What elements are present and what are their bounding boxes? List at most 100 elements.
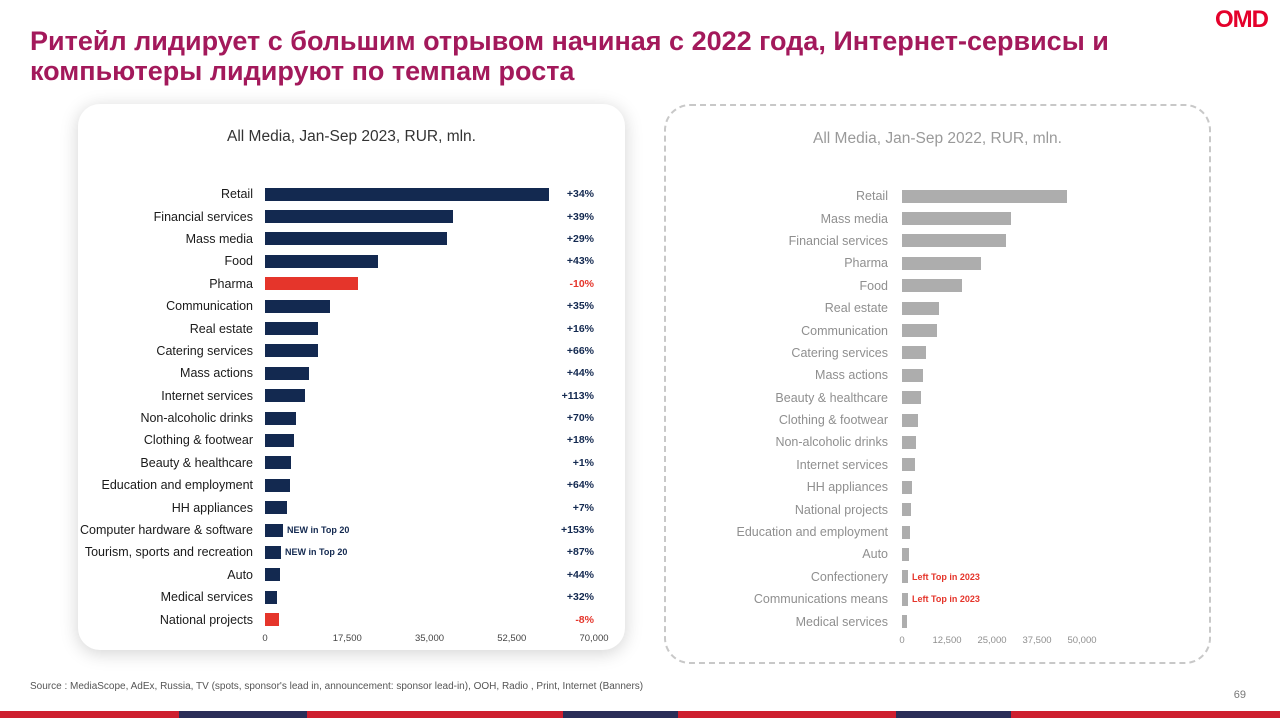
chart-row: Mass media	[666, 207, 1209, 229]
bar-track: Left Top in 2023	[902, 592, 1082, 606]
growth-label: +1%	[572, 456, 594, 469]
bar	[902, 324, 937, 338]
category-label: Non-alcoholic drinks	[775, 435, 888, 450]
x-axis: 0 12,500 25,000 37,500 50,000	[899, 635, 1096, 647]
stripe-segment	[678, 711, 896, 718]
category-label: Retail	[856, 189, 888, 204]
chart-row: Catering services	[666, 342, 1209, 364]
omd-logo: OMD	[1215, 6, 1269, 33]
category-label: Education and employment	[101, 478, 253, 493]
chart-panel-2023: All Media, Jan-Sep 2023, RUR, mln. Retai…	[78, 104, 625, 650]
category-label: Real estate	[824, 301, 888, 316]
bar-track	[265, 389, 594, 403]
chart-rows: Retail +34% Financial services +39% Mass med…	[78, 183, 625, 631]
growth-label: +39%	[566, 210, 594, 223]
growth-label: +44%	[566, 568, 594, 581]
x-tick-label: 35,000	[414, 633, 445, 644]
bar-track: Left Top in 2023	[902, 570, 1082, 584]
chart-row: Communication +35%	[78, 295, 625, 317]
bar	[265, 254, 378, 268]
category-label: Catering services	[791, 345, 888, 360]
category-label: Pharma	[844, 256, 888, 271]
category-label: HH appliances	[171, 500, 253, 515]
bar	[265, 344, 318, 358]
bar-track	[902, 301, 1082, 315]
bar-annotation: Left Top in 2023	[912, 571, 980, 582]
category-label: Medical services	[160, 590, 253, 605]
chart-row: HH appliances	[666, 476, 1209, 498]
growth-label: +18%	[566, 434, 594, 447]
chart-row: Beauty & healthcare	[666, 387, 1209, 409]
category-label: Beauty & healthcare	[775, 390, 888, 405]
x-tick-label: 12,500	[932, 635, 962, 646]
chart-row: Tourism, sports and recreation NEW in Top…	[78, 541, 625, 563]
bar-track	[902, 368, 1082, 382]
bar	[265, 322, 318, 336]
bar	[265, 232, 447, 246]
bar-track	[902, 346, 1082, 360]
chart-row: National projects	[666, 498, 1209, 520]
chart-row: Medical services	[666, 610, 1209, 632]
category-label: National projects	[159, 612, 253, 627]
bar-track	[902, 234, 1082, 248]
slide-title: Ритейл лидирует с большим отрывом начина…	[30, 26, 1109, 87]
category-label: National projects	[794, 502, 888, 517]
growth-label: +70%	[566, 412, 594, 425]
bar-track	[265, 501, 594, 515]
bar	[265, 568, 280, 582]
bar	[265, 389, 305, 403]
chart-rows: Retail Mass media Financial services Pharma…	[666, 185, 1209, 633]
category-label: Catering services	[156, 343, 253, 358]
bar-track	[265, 590, 594, 604]
bar	[902, 503, 911, 517]
category-label: Financial services	[153, 209, 253, 224]
category-label: Real estate	[189, 321, 253, 336]
bar-track	[265, 299, 594, 313]
category-label: Internet services	[796, 457, 888, 472]
bar	[902, 570, 908, 584]
chart-row: Confectionery Left Top in 2023	[666, 566, 1209, 588]
chart-row: Food	[666, 275, 1209, 297]
category-label: Communication	[166, 299, 253, 314]
bar	[902, 212, 1011, 226]
chart-row: Food +43%	[78, 250, 625, 272]
category-label: Clothing & footwear	[778, 413, 888, 428]
category-label: Communications means	[753, 592, 888, 607]
bar-track	[902, 503, 1082, 517]
chart-row: Medical services +32%	[78, 586, 625, 608]
bar-track	[265, 366, 594, 380]
bar	[265, 433, 294, 447]
bar	[902, 301, 939, 315]
growth-label: +35%	[566, 300, 594, 313]
growth-label: -10%	[569, 277, 594, 290]
bar-track	[265, 433, 594, 447]
bar-track	[902, 189, 1082, 203]
x-axis: 0 17,500 35,000 52,500 70,000	[262, 633, 608, 645]
category-label: HH appliances	[806, 480, 888, 495]
bar-track	[265, 613, 594, 627]
x-tick-label: 70,000	[579, 633, 609, 644]
category-label: Auto	[862, 547, 888, 562]
bar	[902, 346, 926, 360]
chart-row: Communications means Left Top in 2023	[666, 588, 1209, 610]
growth-label: +113%	[561, 389, 594, 402]
bar-track	[265, 568, 594, 582]
bar-track: NEW in Top 20	[265, 545, 594, 559]
chart-row: Auto +44%	[78, 564, 625, 586]
category-label: Food	[224, 254, 254, 269]
chart-row: Non-alcoholic drinks +70%	[78, 407, 625, 429]
chart-title-2022: All Media, Jan-Sep 2022, RUR, mln.	[813, 130, 1062, 147]
growth-label: +7%	[572, 501, 594, 514]
chart-row: Pharma -10%	[78, 273, 625, 295]
chart-row: Pharma	[666, 252, 1209, 274]
bar	[902, 480, 912, 494]
category-label: Education and employment	[736, 525, 888, 540]
category-label: Medical services	[795, 614, 888, 629]
growth-label: +87%	[566, 546, 594, 559]
bar	[265, 411, 296, 425]
bar	[902, 592, 908, 606]
category-label: Food	[859, 278, 889, 293]
category-label: Auto	[227, 567, 253, 582]
bar-annotation: NEW in Top 20	[285, 547, 348, 558]
category-label: Mass media	[820, 211, 888, 226]
